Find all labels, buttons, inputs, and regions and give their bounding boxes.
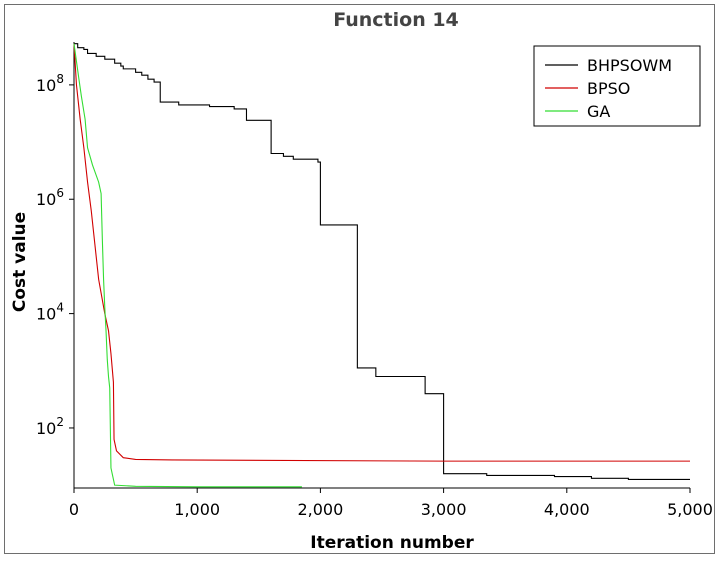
y-tick-base: 10 (36, 76, 56, 95)
legend-box (533, 45, 701, 127)
series-line-bpso (73, 43, 690, 462)
y-tick-exponent: 8 (56, 72, 64, 86)
x-axis-label: Iteration number (310, 533, 474, 553)
legend-label-bhpsowm: BHPSOWM (587, 56, 672, 75)
y-tick-exponent: 2 (56, 415, 64, 429)
series-layer (73, 43, 690, 488)
legend-label-ga: GA (587, 102, 610, 121)
y-tick-label: 104 (36, 301, 64, 324)
y-tick-label: 102 (36, 415, 64, 438)
x-tick-label: 3,000 (421, 500, 467, 519)
x-tick-label: 0 (69, 500, 79, 519)
legend-label-bpso: BPSO (587, 79, 630, 98)
series-line-ga (73, 43, 302, 488)
x-tick-label: 5,000 (667, 500, 713, 519)
x-tick-label: 1,000 (174, 500, 220, 519)
y-tick-base: 10 (36, 305, 56, 324)
x-ticks: 0 1,000 2,000 3,000 4,000 5,000 (69, 488, 713, 519)
x-tick-label: 4,000 (544, 500, 590, 519)
legend-entries: BHPSOWM BPSO GA (545, 56, 672, 121)
x-tick-label: 2,000 (297, 500, 343, 519)
y-tick-exponent: 6 (56, 186, 64, 200)
y-tick-base: 10 (36, 419, 56, 438)
series-line-bhpsowm (74, 43, 690, 480)
chart-frame (4, 4, 715, 554)
chart-title: Function 14 (333, 9, 459, 31)
y-tick-label: 106 (36, 186, 64, 209)
y-tick-base: 10 (36, 190, 56, 209)
y-tick-exponent: 4 (56, 301, 64, 315)
y-tick-label: 108 (36, 72, 64, 95)
legend: BHPSOWM BPSO GA (533, 45, 701, 127)
y-axis-label: Cost value (10, 212, 30, 312)
